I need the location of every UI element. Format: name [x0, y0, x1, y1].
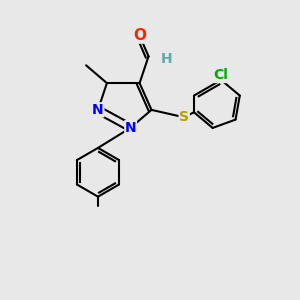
Text: N: N: [92, 103, 104, 117]
Text: Cl: Cl: [214, 68, 229, 83]
Text: N: N: [125, 121, 136, 135]
Text: S: S: [179, 110, 189, 124]
Text: O: O: [133, 28, 146, 43]
Text: H: H: [160, 52, 172, 66]
